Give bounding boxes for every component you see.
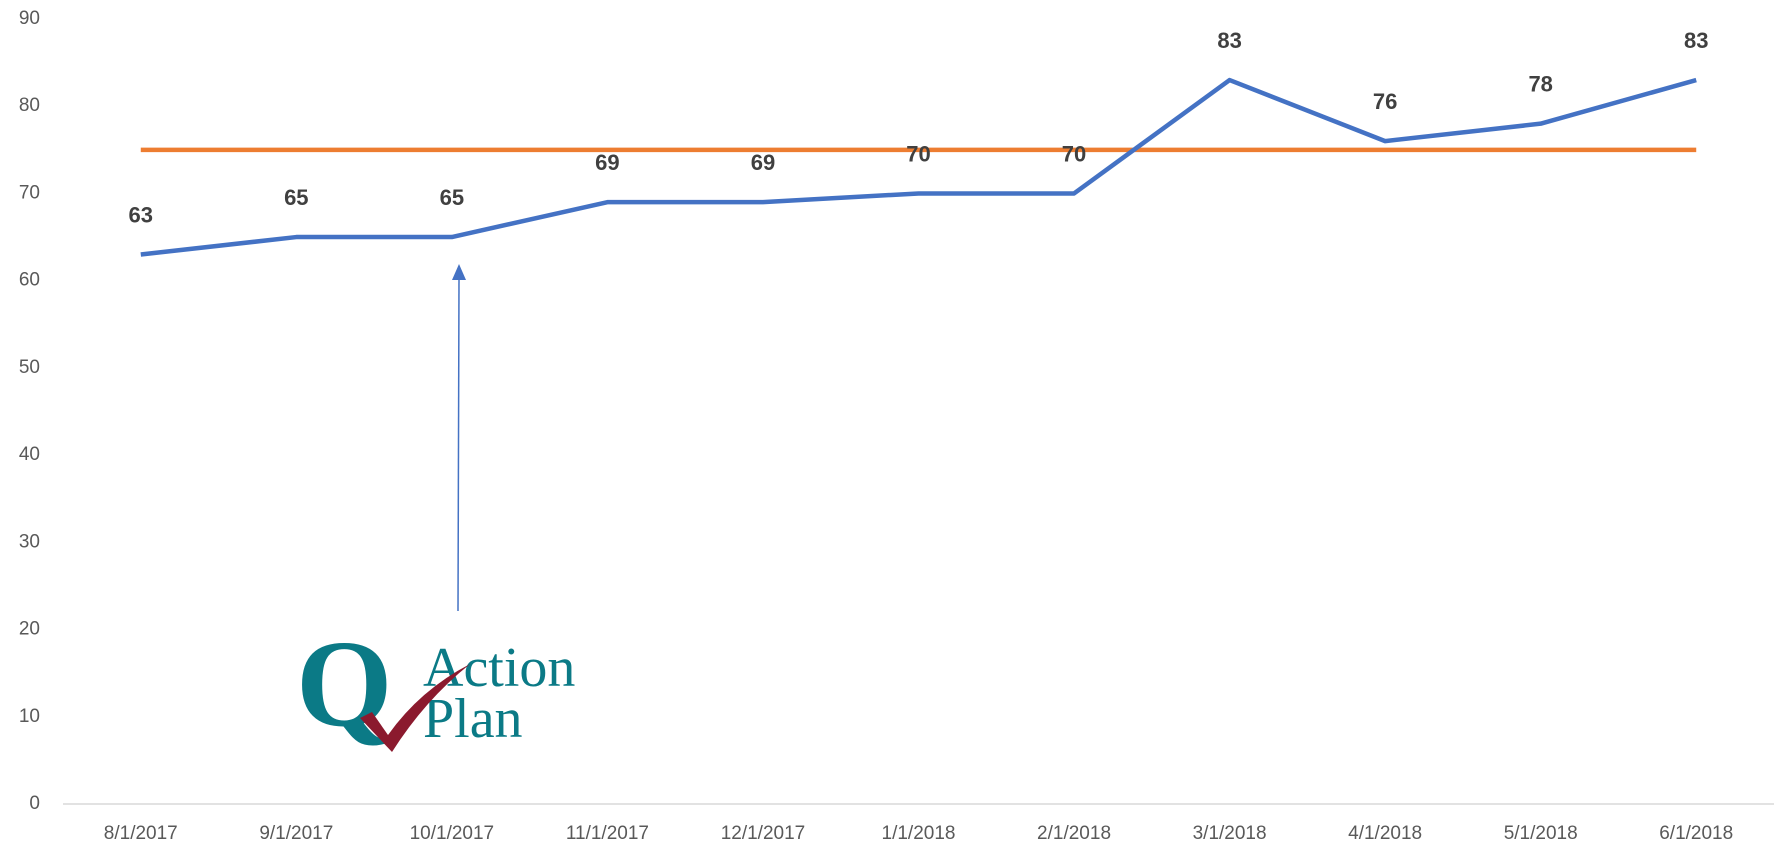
logo: Q Action Plan	[296, 615, 575, 752]
annotation-arrow	[452, 264, 466, 612]
arrow-shaft	[457, 277, 460, 612]
data-label: 69	[751, 150, 775, 175]
x-tick-label: 5/1/2018	[1504, 823, 1578, 844]
y-tick-label: 30	[19, 531, 40, 552]
data-label: 83	[1684, 28, 1708, 53]
logo-check	[360, 664, 470, 752]
x-tick-label: 6/1/2018	[1659, 823, 1733, 844]
data-label: 63	[129, 202, 153, 227]
data-label: 78	[1528, 71, 1552, 96]
data-label: 83	[1217, 28, 1241, 53]
x-tick-label: 1/1/2018	[882, 823, 956, 844]
y-tick-label: 40	[19, 444, 40, 465]
series-line	[140, 77, 1697, 257]
x-tick-label: 9/1/2017	[259, 823, 333, 844]
y-tick-label: 80	[19, 95, 40, 116]
logo-line: Plan	[423, 688, 523, 750]
x-tick-label: 10/1/2017	[410, 823, 495, 844]
x-tick-label: 4/1/2018	[1348, 823, 1422, 844]
data-label: 70	[1062, 141, 1086, 166]
data-label: 65	[440, 185, 464, 210]
y-tick-label: 70	[19, 182, 40, 203]
data-label: 76	[1373, 89, 1397, 114]
data-label: 70	[906, 141, 930, 166]
data-label: 69	[595, 150, 619, 175]
logo-line: Action	[423, 637, 575, 699]
y-tick-label: 60	[19, 270, 40, 291]
y-tick-label: 10	[19, 706, 40, 727]
y-tick-label: 0	[29, 793, 40, 814]
x-tick-label: 11/1/2017	[566, 823, 649, 844]
x-tick-label: 12/1/2017	[721, 823, 806, 844]
y-tick-label: 90	[19, 8, 40, 29]
x-tick-label: 8/1/2017	[104, 823, 178, 844]
data-label: 65	[284, 185, 308, 210]
arrow-head	[452, 264, 466, 280]
y-tick-label: 20	[19, 619, 40, 640]
x-tick-label: 3/1/2018	[1193, 823, 1267, 844]
x-tick-label: 2/1/2018	[1037, 823, 1111, 844]
y-tick-label: 50	[19, 357, 40, 378]
